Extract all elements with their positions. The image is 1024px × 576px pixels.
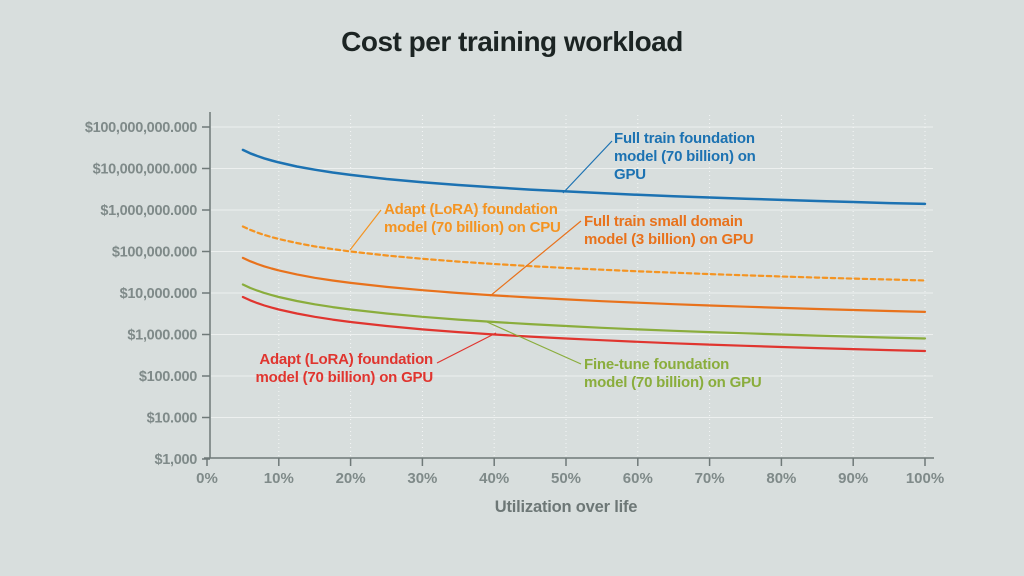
annotation-full-train-small-domain-gpu: Full train small domain model (3 billion… — [584, 213, 754, 248]
annotation-adapt-lora-foundation-gpu: Adapt (LoRA) foundation model (70 billio… — [255, 351, 433, 386]
y-tick-label: $10.000 — [147, 411, 198, 427]
leader-line-full-train-small-domain-gpu — [489, 220, 582, 297]
y-tick-label: $1,000 — [154, 452, 197, 468]
x-tick-label: 90% — [838, 470, 868, 487]
leader-line-adapt-lora-foundation-cpu — [349, 209, 382, 251]
y-tick-label: $1,000.000 — [127, 328, 197, 344]
x-tick-label: 100% — [906, 470, 944, 487]
y-tick-label: $100,000.000 — [112, 245, 197, 261]
y-tick-label: $100.000 — [139, 369, 197, 385]
x-tick-label: 20% — [336, 470, 366, 487]
line-full-train-small-domain-gpu — [241, 256, 927, 313]
x-tick-label: 40% — [479, 470, 509, 487]
leader-line-fine-tune-foundation-gpu — [486, 321, 582, 365]
x-tick-label: 80% — [766, 470, 796, 487]
x-tick-label: 70% — [695, 470, 725, 487]
annotation-fine-tune-foundation-gpu: Fine-tune foundation model (70 billion) … — [584, 356, 762, 391]
line-adapt-lora-foundation-cpu — [241, 225, 927, 282]
y-tick-label: $10,000.000 — [120, 286, 198, 302]
annotation-full-train-foundation-gpu: Full train foundation model (70 billion)… — [614, 130, 756, 183]
y-tick-label: $10,000,000.000 — [93, 162, 198, 178]
x-tick-label: 0% — [196, 470, 218, 487]
chart-title: Cost per training workload — [341, 26, 683, 57]
x-axis-title: Utilization over life — [495, 498, 638, 516]
x-tick-label: 50% — [551, 470, 581, 487]
annotation-adapt-lora-foundation-cpu: Adapt (LoRA) foundation model (70 billio… — [384, 201, 561, 236]
y-tick-label: $1,000,000.000 — [100, 203, 197, 219]
x-tick-label: 10% — [264, 470, 294, 487]
x-tick-label: 30% — [407, 470, 437, 487]
y-tick-label: $100,000,000.000 — [85, 120, 197, 136]
leader-line-adapt-lora-foundation-gpu — [436, 332, 497, 364]
leader-line-full-train-foundation-gpu — [562, 140, 613, 194]
line-adapt-lora-foundation-gpu — [241, 295, 927, 353]
line-fine-tune-foundation-gpu — [241, 283, 927, 340]
line-full-train-foundation-gpu — [241, 148, 927, 206]
x-tick-label: 60% — [623, 470, 653, 487]
